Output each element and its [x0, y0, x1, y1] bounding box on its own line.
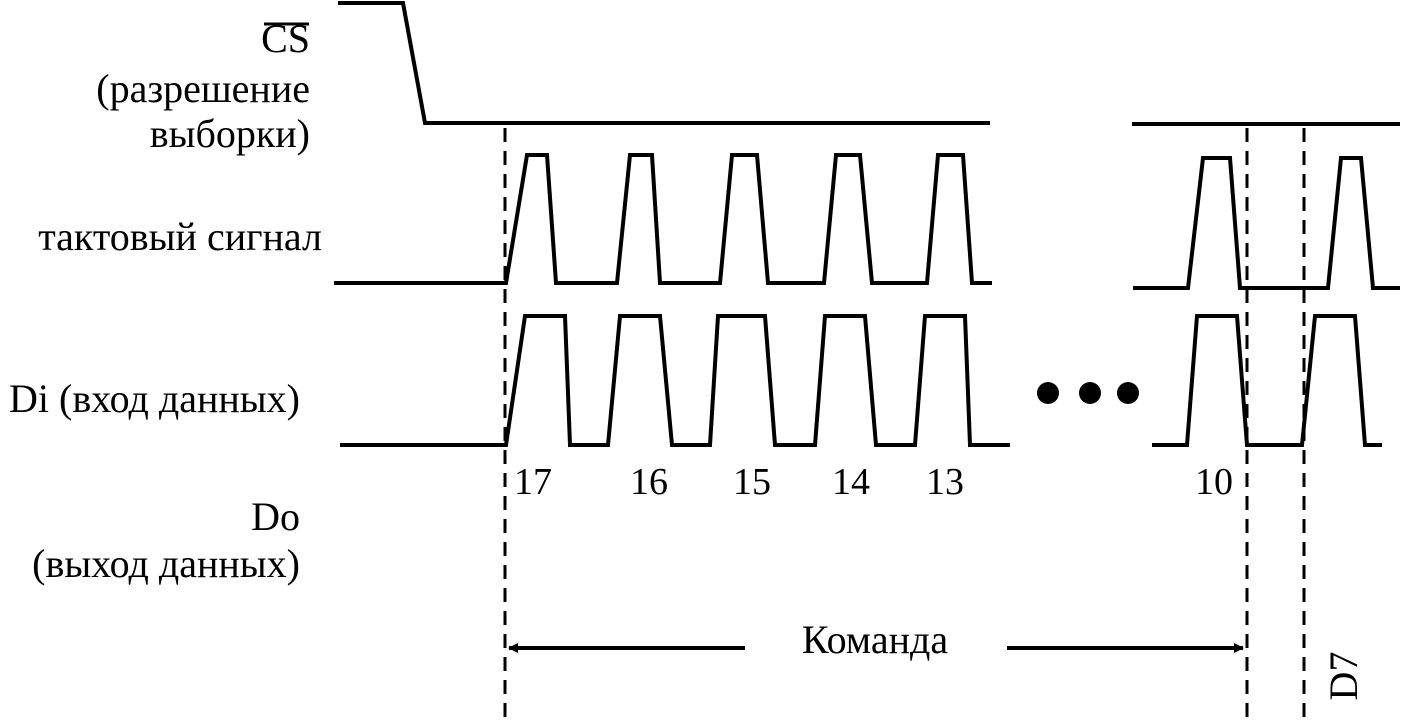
di-waveform-left: [340, 314, 1010, 447]
di-label: Di (вход данных): [9, 376, 300, 421]
bit-number-15: 15: [733, 461, 771, 503]
clock-waveform-left: [334, 153, 992, 285]
continuation-dot-2: [1079, 382, 1101, 404]
bit-number-16: 16: [630, 461, 668, 503]
do-label-line2: (выход данных): [32, 541, 300, 586]
continuation-dot-1: [1037, 382, 1059, 404]
clock-waveform-right: [1133, 156, 1400, 290]
cs-waveform-left: [338, 1, 990, 125]
cs-description-line1: (разрешение: [96, 66, 310, 111]
bit-number-14: 14: [832, 461, 870, 503]
do-label-line1: Do: [251, 494, 300, 539]
cs-description-line2: выборки): [150, 111, 310, 156]
continuation-dot-3: [1117, 382, 1139, 404]
bit-number-13: 13: [926, 461, 964, 503]
bit-number-17: 17: [514, 461, 552, 503]
d7-label: D7: [1321, 652, 1366, 701]
bit-number-10: 10: [1195, 461, 1233, 503]
command-label: Команда: [802, 617, 948, 662]
clock-label: тактовый сигнал: [38, 214, 322, 259]
di-waveform-right: [1152, 314, 1382, 447]
